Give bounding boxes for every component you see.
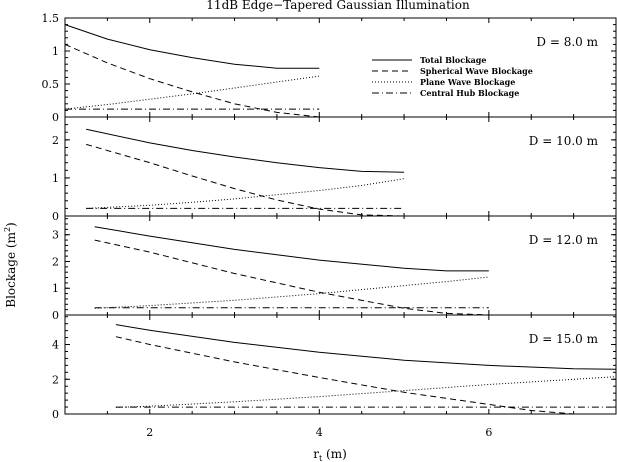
x-axis-label-main: r xyxy=(313,447,319,461)
panel-frame xyxy=(64,314,617,415)
y-axis-label-main: Blockage (m xyxy=(4,231,18,307)
panel-frame xyxy=(64,215,617,316)
panel-label: D = 15.0 m xyxy=(529,332,599,346)
legend-label-total-blockage: Total Blockage xyxy=(420,55,487,65)
y-axis-label-superscript: 2 xyxy=(3,227,12,232)
series-plane-wave-blockage xyxy=(86,178,405,209)
panel-frame xyxy=(64,17,617,118)
y-tick-label: 0 xyxy=(52,111,59,124)
series-total-blockage xyxy=(115,324,617,370)
x-tick-label: 6 xyxy=(485,426,492,439)
series-spherical-wave-blockage xyxy=(94,239,489,316)
series-spherical-wave-blockage xyxy=(115,336,574,415)
panel-label: D = 12.0 m xyxy=(529,233,599,247)
y-tick-label: 0.5 xyxy=(42,78,60,91)
panel-label: D = 10.0 m xyxy=(529,134,599,148)
series-spherical-wave-blockage xyxy=(64,43,320,118)
panel-frame xyxy=(64,116,617,217)
x-axis: 2 4 6 xyxy=(146,426,492,439)
panel-4: 0 2 4 D = 15.0 m xyxy=(52,314,617,421)
x-tick-label: 4 xyxy=(316,426,323,439)
y-tick-label: 2 xyxy=(52,134,59,147)
y-tick-label: 1 xyxy=(52,282,59,295)
y-axis-label-end: ) xyxy=(4,222,18,227)
series-total-blockage xyxy=(94,226,489,272)
series-total-blockage xyxy=(64,24,320,69)
y-tick-label: 0 xyxy=(52,210,59,223)
series-spherical-wave-blockage xyxy=(86,143,405,217)
y-axis-label: Blockage (m2) xyxy=(3,222,18,307)
y-tick-label: 4 xyxy=(52,339,59,352)
panel-label: D = 8.0 m xyxy=(536,35,598,49)
legend-label-plane-wave-blockage: Plane Wave Blockage xyxy=(420,77,515,87)
y-tick-label: 0 xyxy=(52,309,59,322)
series-plane-wave-blockage xyxy=(94,276,489,309)
y-tick-label: 2 xyxy=(52,373,59,386)
legend-label-spherical-wave-blockage: Spherical Wave Blockage xyxy=(420,66,533,76)
y-tick-label: 2 xyxy=(52,255,59,268)
panel-3: 0 1 2 3 D = 12.0 m xyxy=(52,215,617,322)
x-axis-label-subscript: t xyxy=(319,454,323,462)
x-axis-label: rt (m) xyxy=(313,447,347,462)
series-total-blockage xyxy=(86,128,405,173)
y-tick-label: 1 xyxy=(52,45,59,58)
y-tick-label: 1 xyxy=(52,172,59,185)
series-plane-wave-blockage xyxy=(115,376,617,408)
x-tick-label: 2 xyxy=(146,426,153,439)
chart-title: 11dB Edge−Tapered Gaussian Illumination xyxy=(206,0,470,12)
y-tick-label: 0 xyxy=(52,408,59,421)
panel-2: 0 1 2 D = 10.0 m xyxy=(52,116,617,223)
series-plane-wave-blockage xyxy=(64,75,320,110)
x-axis-label-unit: (m) xyxy=(322,447,347,461)
y-tick-label: 3 xyxy=(52,229,59,242)
y-tick-label: 1.5 xyxy=(42,12,60,25)
legend-label-central-hub-blockage: Central Hub Blockage xyxy=(420,88,519,98)
